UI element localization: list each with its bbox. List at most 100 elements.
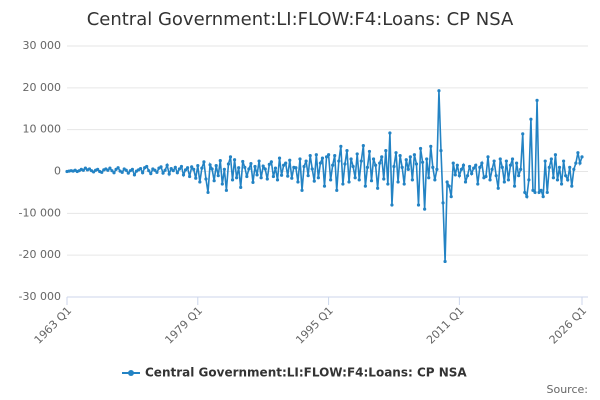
point xyxy=(322,184,327,188)
point xyxy=(110,169,114,173)
point xyxy=(568,165,572,169)
point xyxy=(539,188,543,192)
point xyxy=(541,195,545,199)
point xyxy=(355,152,359,156)
point xyxy=(106,168,110,172)
point xyxy=(188,174,192,179)
point xyxy=(529,117,533,121)
point xyxy=(232,158,237,162)
point xyxy=(130,167,134,172)
point xyxy=(512,184,517,188)
point xyxy=(486,155,490,159)
point xyxy=(519,167,523,172)
point xyxy=(425,157,429,161)
point xyxy=(543,159,547,163)
point xyxy=(435,167,439,172)
point xyxy=(553,153,558,157)
point xyxy=(208,163,212,167)
point xyxy=(220,182,224,186)
point xyxy=(433,178,437,182)
point xyxy=(449,195,453,199)
point xyxy=(194,176,198,180)
point xyxy=(441,201,445,205)
point xyxy=(255,173,259,177)
point xyxy=(559,182,564,186)
point xyxy=(228,155,233,159)
point xyxy=(153,168,157,172)
point xyxy=(457,174,461,178)
point xyxy=(218,159,222,163)
point xyxy=(564,174,568,178)
point xyxy=(418,146,423,151)
point xyxy=(277,156,282,160)
point xyxy=(447,184,451,188)
point xyxy=(183,168,188,172)
point xyxy=(247,167,251,171)
point xyxy=(451,161,455,165)
x-tick-label: 1995 Q1 xyxy=(293,304,336,347)
x-tick-label: 1963 Q1 xyxy=(32,304,75,347)
point xyxy=(159,165,163,169)
point xyxy=(341,182,345,186)
point xyxy=(314,153,318,157)
point xyxy=(329,178,333,182)
point xyxy=(235,176,239,180)
point xyxy=(333,154,337,158)
point xyxy=(492,159,496,163)
point xyxy=(439,148,443,153)
point xyxy=(510,157,515,161)
point xyxy=(376,186,380,190)
point xyxy=(214,164,218,168)
point xyxy=(100,170,104,174)
point xyxy=(171,169,175,173)
point xyxy=(420,160,425,164)
point xyxy=(226,162,231,166)
point xyxy=(124,168,128,172)
point xyxy=(198,180,202,184)
point xyxy=(506,178,511,182)
point xyxy=(200,166,204,170)
point xyxy=(547,165,551,169)
y-tick-label: 10 000 xyxy=(23,123,62,136)
point xyxy=(302,164,306,169)
point xyxy=(349,157,353,161)
point xyxy=(470,171,474,176)
point xyxy=(580,155,584,159)
point xyxy=(400,165,404,169)
y-tick-label: 0 xyxy=(54,165,61,178)
point xyxy=(504,159,508,163)
point xyxy=(551,176,555,180)
point xyxy=(296,180,300,184)
point xyxy=(312,179,316,183)
point xyxy=(525,195,529,199)
x-tick-label: 1979 Q1 xyxy=(162,304,205,347)
point xyxy=(398,154,402,158)
point xyxy=(326,153,331,157)
point xyxy=(380,155,384,159)
point xyxy=(169,166,173,171)
point xyxy=(367,149,372,154)
point xyxy=(427,176,431,180)
point xyxy=(320,156,325,160)
point xyxy=(508,163,513,167)
point xyxy=(253,164,257,169)
point xyxy=(161,171,165,175)
point xyxy=(179,164,184,169)
point xyxy=(81,168,85,172)
point xyxy=(392,164,396,169)
point xyxy=(496,186,500,190)
point xyxy=(275,178,280,182)
point xyxy=(545,190,549,195)
point xyxy=(365,165,370,169)
series-line xyxy=(66,90,583,262)
point xyxy=(515,161,519,165)
point xyxy=(96,167,100,172)
point xyxy=(557,165,562,169)
point xyxy=(294,166,298,170)
point xyxy=(185,166,190,170)
point xyxy=(578,161,582,165)
point xyxy=(210,167,214,171)
point xyxy=(331,163,335,167)
point xyxy=(404,158,408,162)
